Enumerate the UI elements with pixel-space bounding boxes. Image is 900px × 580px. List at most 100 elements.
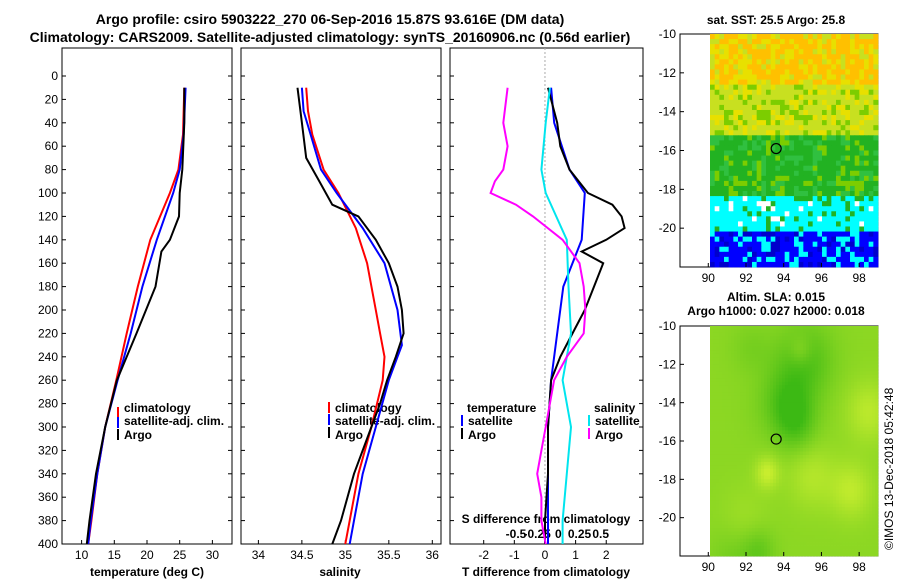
map-cell [782,360,786,365]
map-cell [755,409,759,414]
map-cell [770,160,776,167]
map-cell [839,416,843,421]
map-cell [758,420,762,424]
map-cell [840,115,846,121]
map-cell [740,416,744,421]
map-cell [742,226,748,232]
map-cell [770,241,776,248]
y-tick-label: 300 [38,420,58,434]
map-cell [782,392,786,397]
map-cell [859,74,865,80]
map-cell [758,381,762,386]
map-cell [872,326,876,330]
map-cell [854,399,858,404]
map-grid [710,326,879,557]
map-cell [738,44,744,50]
map-cell [809,395,813,400]
map-cell [794,423,798,428]
map-cell [845,353,849,358]
map-cell [756,99,762,106]
map-cell [728,39,734,45]
map-cell [733,241,739,248]
map-cell [800,482,804,487]
map-cell [770,423,774,428]
map-cell [731,486,735,491]
map-cell [789,246,795,253]
map-cell [798,89,804,96]
map-cell [780,226,786,232]
x-tick-label: -1 [509,548,520,562]
map-cell [714,165,720,172]
map-cell [863,444,867,449]
map-cell [714,69,720,75]
map-cell [845,109,851,116]
map-cell [812,507,816,512]
map-cell [756,79,762,86]
map-cell [845,84,851,91]
map-cell [743,430,747,435]
map-cell [752,406,756,411]
map-cell [738,59,744,65]
map-cell [755,416,759,421]
map-cell [734,329,738,334]
map-cell [808,211,814,217]
map-cell [785,381,789,386]
map-cell [815,420,819,424]
map-cell [794,74,800,80]
map-cell [798,251,804,258]
map-cell [800,364,804,369]
map-cell [713,332,717,337]
map-cell [785,371,789,376]
map-cell [827,357,831,362]
map-cell [713,409,717,414]
map-cell [794,343,798,348]
map-cell [731,367,735,372]
map-cell [826,34,832,40]
map-cell [826,49,832,55]
map-cell [822,109,828,116]
map-cell [812,241,818,248]
map-cell [761,69,767,75]
map-cell [806,475,810,480]
map-cell [803,461,807,466]
map-cell [824,461,828,466]
map-cell [854,54,860,60]
temperature-legend: climatology satellite-adj. clim. Argo [117,401,224,442]
map-cell [733,64,739,70]
map-cell [800,486,804,491]
map-cell [742,170,748,177]
map-cell [794,434,798,438]
map-cell [845,346,849,351]
map-cell [806,350,810,355]
map-cell [724,99,730,106]
sla-map-panel: Altim. SLA: 0.015 Argo h1000: 0.027 h200… [659,290,879,574]
map-cell [839,475,843,480]
map-cell [875,472,879,477]
map-cell [770,465,774,470]
map-cell [742,150,748,156]
map-cell [839,385,843,390]
map-cell [840,59,846,65]
map-cell [827,496,831,501]
map-cell [775,69,781,75]
map-cell [782,406,786,411]
map-cell [710,74,716,80]
map-cell [797,503,801,508]
map-cell [734,507,738,512]
map-cell [794,360,798,365]
map-cell [803,115,809,121]
map-cell [817,104,823,111]
map-cell [839,371,843,376]
map-cell [864,251,870,258]
map-cell [803,79,809,86]
map-cell [731,329,735,334]
map-cell [770,399,774,404]
map-cell [758,385,762,390]
map-cell [815,378,819,383]
map-cell [827,451,831,456]
map-cell [857,458,861,463]
map-cell [775,59,781,65]
map-cell [713,346,717,351]
map-cell [767,364,771,369]
map-cell [822,185,828,192]
